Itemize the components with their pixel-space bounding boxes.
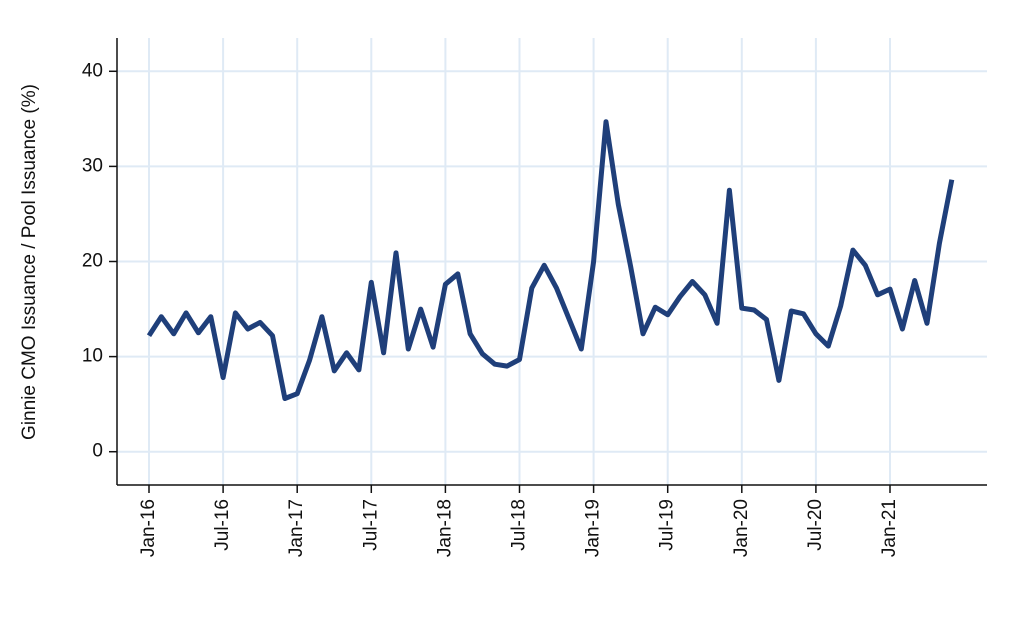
x-tick-label: Jul-16 [212,499,233,551]
x-tick-label: Jan-20 [731,499,752,557]
y-tick-label: 30 [82,155,103,176]
x-tick-label: Jan-21 [879,499,900,557]
x-tick-label: Jan-19 [583,499,604,557]
y-tick-label: 40 [82,60,103,81]
x-tick-label: Jan-18 [434,499,455,557]
y-tick-label: 10 [82,346,103,367]
x-tick-label: Jan-17 [286,499,307,557]
x-tick-label: Jul-17 [360,499,381,551]
x-tick-label: Jan-16 [138,499,159,557]
y-tick-label: 0 [92,441,103,462]
y-axis-label: Ginnie CMO Issuance / Pool Issuance (%) [19,84,40,440]
x-tick-label: Jul-18 [509,499,530,551]
y-tick-label: 20 [82,251,103,272]
x-tick-label: Jul-19 [657,499,678,551]
x-tick-label: Jul-20 [805,499,826,551]
data-line [146,119,955,401]
